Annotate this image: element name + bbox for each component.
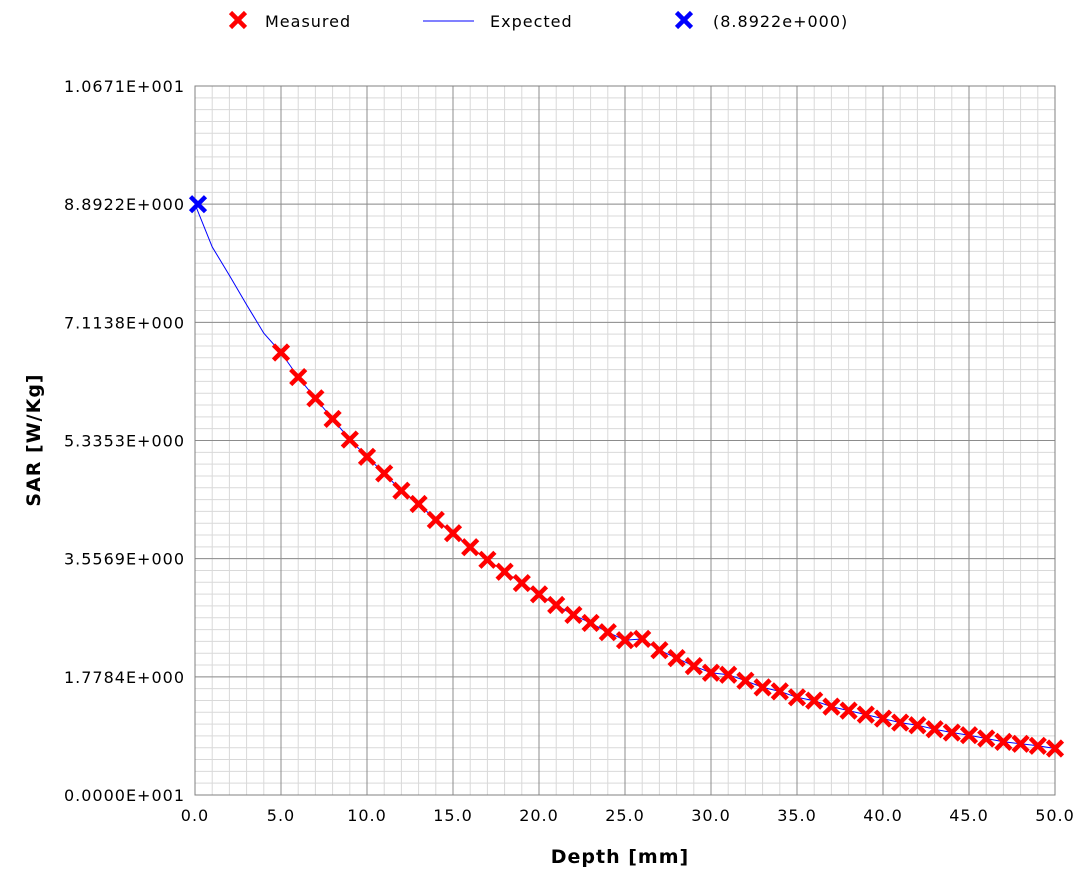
x-tick-label: 40.0 xyxy=(863,806,903,825)
x-tick-label: 10.0 xyxy=(347,806,387,825)
legend-highlight-x xyxy=(677,13,692,28)
x-tick-label: 0.0 xyxy=(181,806,209,825)
legend-highlight-marker xyxy=(677,13,692,28)
x-axis-title: Depth [mm] xyxy=(551,846,689,868)
x-tick-label: 25.0 xyxy=(605,806,645,825)
x-tick-label: 30.0 xyxy=(691,806,731,825)
x-tick-label: 5.0 xyxy=(267,806,295,825)
legend-measured-marker xyxy=(231,13,246,28)
x-tick-label: 50.0 xyxy=(1035,806,1075,825)
y-tick-label: 1.0671E+001 xyxy=(64,77,185,96)
x-tick-label: 20.0 xyxy=(519,806,559,825)
y-tick-label: 7.1138E+000 xyxy=(64,313,185,332)
y-axis-ticks: 0.0000E+001 1.7784E+000 3.5569E+000 5.3353E… xyxy=(64,77,185,805)
x-tick-label: 15.0 xyxy=(433,806,473,825)
x-tick-label: 35.0 xyxy=(777,806,817,825)
y-axis-title: SAR [W/Kg] xyxy=(23,373,45,506)
y-tick-label: 5.3353E+000 xyxy=(64,432,185,451)
legend: Measured Expected (8.8922e+000) xyxy=(231,12,849,31)
legend-expected-label: Expected xyxy=(490,12,573,31)
legend-measured-x xyxy=(231,13,246,28)
y-tick-label: 3.5569E+000 xyxy=(64,550,185,569)
x-axis-ticks: 0.0 5.0 10.0 15.0 20.0 25.0 30.0 35.0 40.0 45.0 50… xyxy=(181,806,1075,825)
y-tick-label: 0.0000E+001 xyxy=(64,786,185,805)
y-tick-label: 8.8922E+000 xyxy=(64,195,185,214)
x-tick-label: 45.0 xyxy=(949,806,989,825)
legend-highlight-label: (8.8922e+000) xyxy=(713,12,848,31)
y-tick-label: 1.7784E+000 xyxy=(64,668,185,687)
legend-measured-label: Measured xyxy=(265,12,351,31)
